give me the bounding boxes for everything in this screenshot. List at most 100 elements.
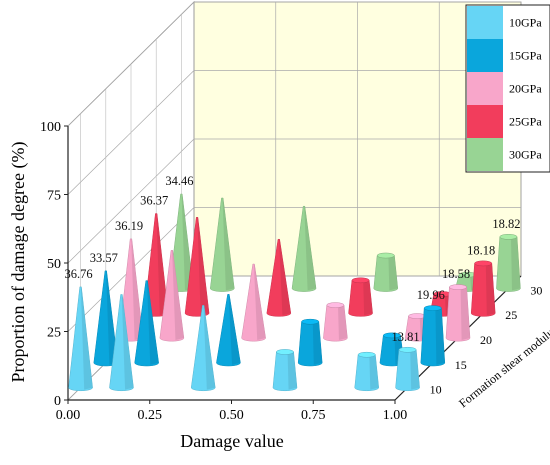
cone-shade xyxy=(121,294,134,390)
cone-top xyxy=(449,284,467,290)
x-tick-label: 0.50 xyxy=(219,408,244,423)
legend-label: 30GPa xyxy=(509,148,542,162)
data-label-left: 36.19 xyxy=(115,219,143,233)
chart-cones xyxy=(68,193,521,392)
cone-top xyxy=(398,346,417,353)
cone-shade xyxy=(287,351,297,390)
cone-shade xyxy=(222,197,235,291)
cone-shade xyxy=(410,349,420,390)
cone-2-3 xyxy=(323,302,348,342)
cone-shade xyxy=(337,305,348,340)
data-label-left: 36.76 xyxy=(65,267,93,281)
legend: 10GPa 15GPa 20GPa 25GPa 30GPa xyxy=(465,4,550,173)
cone-top xyxy=(326,302,345,308)
cone-4-2 xyxy=(291,205,317,292)
cone-1-3 xyxy=(297,318,323,367)
cone-shade xyxy=(197,217,210,316)
cone-top xyxy=(351,277,370,284)
data-label-right: 18.58 xyxy=(442,267,470,281)
cone-4-1 xyxy=(210,197,235,292)
cone-3-5 xyxy=(470,260,496,317)
cone-shade xyxy=(510,236,521,291)
cone-shade xyxy=(146,280,159,365)
cone-shade xyxy=(253,264,266,340)
cone-2-2 xyxy=(241,263,266,342)
cone-0-3 xyxy=(272,349,298,392)
cone-top xyxy=(357,351,376,358)
z-tick-label: 15 xyxy=(455,358,467,372)
cone-2-1 xyxy=(159,250,185,342)
data-label-right: 18.82 xyxy=(492,217,520,231)
cone-0-2 xyxy=(190,305,216,392)
cone-shade xyxy=(369,354,379,390)
cone-1-2 xyxy=(216,294,241,367)
cone-top xyxy=(383,332,401,339)
cone-shade xyxy=(228,294,241,365)
cone-3-2 xyxy=(266,238,292,317)
z-tick-label: 10 xyxy=(430,383,442,397)
legend-swatch xyxy=(467,39,503,72)
z-tick-label: 25 xyxy=(505,308,517,322)
cone-shade xyxy=(203,305,216,390)
legend-label: 20GPa xyxy=(509,82,542,96)
chart-ticks: 0.00 0.25 0.50 0.75 1.00 0 25 50 75 100 10 15 20 25 30 xyxy=(40,120,542,423)
data-label-left: 33.57 xyxy=(90,251,118,265)
legend-swatch xyxy=(467,6,503,39)
cone-shade xyxy=(388,255,398,291)
cone-0-5 xyxy=(395,346,420,392)
x-axis-title: Damage value xyxy=(180,431,283,451)
cone-top xyxy=(474,260,493,267)
cone-shade xyxy=(80,286,93,390)
cone-top xyxy=(423,305,442,311)
cone-shade xyxy=(363,280,373,316)
legend-swatch xyxy=(467,72,503,105)
cone-0-4 xyxy=(354,351,379,392)
x-tick-label: 0.00 xyxy=(56,408,81,423)
data-label-right: 19.96 xyxy=(417,288,445,302)
y-axis-title: Proportion of damage degree (%) xyxy=(8,142,29,383)
x-tick-label: 1.00 xyxy=(383,408,408,423)
data-label-left: 34.46 xyxy=(165,174,193,188)
data-label-right: 13.81 xyxy=(392,330,420,344)
z-tick-label: 20 xyxy=(480,333,492,347)
cone-shade xyxy=(131,238,143,340)
x-tick-label: 0.75 xyxy=(301,408,326,423)
data-label-left: 36.37 xyxy=(140,194,168,208)
cone-1-5 xyxy=(420,305,446,367)
cone-top xyxy=(408,313,427,319)
cone-shade xyxy=(172,250,184,340)
y-tick-label: 25 xyxy=(47,326,61,341)
chart-data-labels: 36.76 13.81 33.57 19.96 36.19 18.58 36.37 18.18… xyxy=(65,174,521,344)
cone-shade xyxy=(312,321,323,365)
y-tick-label: 0 xyxy=(54,394,61,409)
y-tick-label: 50 xyxy=(47,257,61,272)
cone-top xyxy=(301,318,320,325)
cone-1-1 xyxy=(134,280,159,367)
cone-shade xyxy=(304,206,317,291)
cone-top xyxy=(376,252,395,259)
cone-0-1 xyxy=(109,294,134,392)
cone-top xyxy=(499,234,518,240)
cone-4-3 xyxy=(373,252,399,292)
legend-label: 25GPa xyxy=(509,115,542,129)
y-tick-label: 75 xyxy=(47,189,61,204)
legend-label: 10GPa xyxy=(509,16,542,30)
cone-0-0 xyxy=(68,286,93,392)
cone-3-3 xyxy=(348,277,373,317)
cone-4-5 xyxy=(496,234,521,292)
z-tick-label: 30 xyxy=(530,283,542,297)
data-label-right: 18.18 xyxy=(467,243,495,257)
z-axis-title: Formation shear modulus (GPa) xyxy=(456,302,550,410)
legend-swatch xyxy=(467,138,503,171)
cone-2-5 xyxy=(445,284,471,342)
cone-shade xyxy=(460,287,470,340)
legend-label: 15GPa xyxy=(509,49,542,63)
cone-shade xyxy=(485,263,496,316)
cone-shade xyxy=(435,308,445,365)
y-tick-label: 100 xyxy=(40,120,61,135)
x-tick-label: 0.25 xyxy=(138,408,163,423)
legend-swatch xyxy=(467,105,503,138)
cone-top xyxy=(276,349,294,355)
cone-shade xyxy=(156,213,169,316)
cone-shade xyxy=(279,239,291,316)
